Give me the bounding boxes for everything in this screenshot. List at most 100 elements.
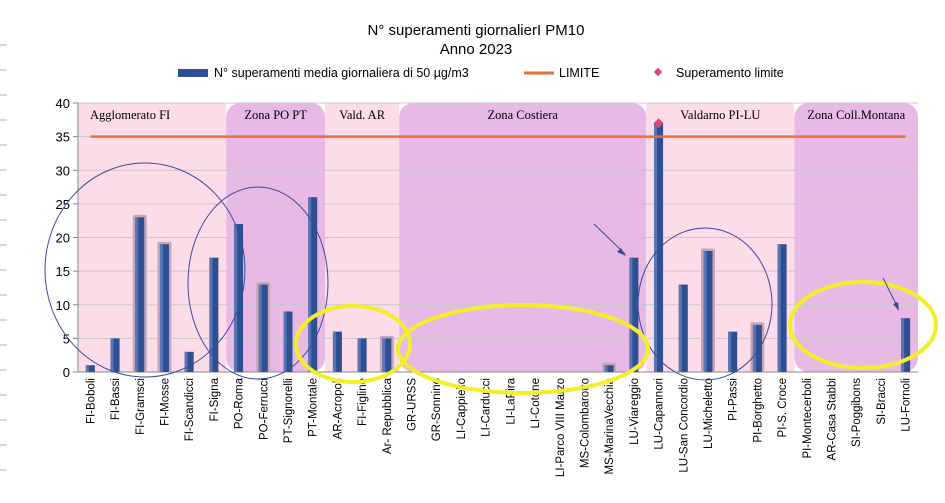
bar-7	[258, 284, 268, 372]
limit-layer	[90, 118, 906, 138]
ytick-label-2: 10	[56, 298, 70, 313]
annotation-arrowhead-fornoli	[893, 302, 899, 311]
category-label-8: PT-Signorelli	[283, 378, 295, 443]
category-label-2: FI-Gramsci	[135, 378, 147, 435]
annotation-circle-valdarno	[637, 227, 773, 381]
category-label-12: Ar- Repubblica	[382, 377, 394, 454]
category-label-13: GR-URSS	[407, 378, 419, 431]
ytick-label-5: 25	[56, 197, 70, 212]
category-label-18: LI-Cotone	[530, 378, 542, 429]
chart-title: N° superamenti giornalierI PM10	[368, 22, 585, 39]
annotation-circle-prato-pistoia	[187, 186, 329, 380]
category-label-23: LU-Capannori	[654, 378, 666, 450]
bar-8	[283, 311, 293, 372]
legend-swatch-series	[178, 69, 208, 77]
bar-highlight-22	[629, 257, 633, 372]
bars-layer	[85, 123, 911, 372]
category-label-14: GR-Sonnino	[431, 378, 443, 441]
bar-highlight-25	[703, 250, 707, 372]
bar-highlight-24	[678, 284, 682, 372]
exceedance-marker	[653, 118, 664, 129]
bar-25	[703, 250, 713, 372]
bar-highlight-3	[159, 244, 163, 372]
category-label-3: FI-Mosse	[159, 378, 171, 426]
bar-highlight-9	[308, 197, 312, 372]
bar-highlight-6	[234, 224, 238, 372]
category-label-31: SI-Poggibons	[851, 378, 863, 447]
bar-highlight-8	[283, 311, 287, 372]
bar-highlight-28	[777, 244, 781, 372]
bar-highlight-12	[382, 338, 386, 372]
category-label-24: LU-San Concordio	[678, 378, 690, 473]
category-label-28: PI-S. Croce	[777, 378, 789, 437]
bar-6	[234, 224, 244, 372]
bar-highlight-1	[110, 338, 114, 372]
annotation-highlight-coast	[396, 303, 650, 395]
annotation-highlight-arezzo	[294, 304, 412, 384]
bar-5	[209, 257, 219, 372]
bar-3	[159, 244, 169, 372]
bar-22	[629, 257, 639, 372]
ytick-label-7: 35	[56, 130, 70, 145]
category-label-15: LI-Cappiello	[456, 378, 468, 439]
category-label-11: FI-Figline	[357, 378, 369, 426]
bar-4	[184, 351, 194, 372]
category-label-22: LU-Viareggio	[629, 378, 641, 445]
legend-swatch-exceedance	[653, 67, 663, 77]
category-label-30: AR-Casa Stabbi	[827, 378, 839, 460]
legend-label-limit: LIMITE	[559, 66, 599, 80]
category-label-32: SI-Bracci	[876, 378, 888, 425]
x-axis-labels: FI-Boboli FI-Bassi FI-Gramsci FI-Mosse FI-Sc…	[85, 377, 912, 477]
zone-label-3: Zona Costiera	[487, 108, 558, 122]
zone-label-2: Vald. AR	[339, 108, 386, 122]
category-label-19: LI-Parco VIII Marzo	[555, 378, 567, 477]
category-label-17: LI-LaPira	[505, 377, 517, 424]
category-label-16: LI-Carducci	[481, 378, 493, 437]
bar-highlight-21	[604, 365, 608, 372]
annotation-highlight-hills	[788, 280, 938, 370]
bar-highlight-11	[357, 338, 361, 372]
bar-highlight-0	[85, 365, 89, 372]
zone-label-5: Zona Coll.Montana	[807, 108, 905, 122]
annotation-arrow-viareggio	[593, 223, 626, 255]
ytick-label-1: 5	[63, 331, 70, 346]
category-label-7: PO-Ferrucci	[258, 378, 270, 440]
category-label-27: PI-Borghetto	[752, 378, 764, 443]
bar-10	[332, 331, 342, 372]
bar-0	[85, 365, 95, 372]
page-edge-markers	[0, 44, 7, 471]
category-label-0: FI-Boboli	[85, 378, 97, 424]
bar-highlight-27	[752, 324, 756, 372]
ytick-label-6: 30	[56, 163, 70, 178]
zone-label-1: Zona PO PT	[244, 108, 307, 122]
bar-highlight-2	[135, 217, 139, 372]
category-label-29: PI-Montecerboli	[802, 378, 814, 459]
category-label-4: FI-Scandicci	[184, 378, 196, 441]
category-label-6: PO-Roma	[234, 377, 246, 429]
legend-label-exceedance: Superamento limite	[676, 66, 784, 80]
annotation-circle-florence	[44, 162, 246, 378]
bar-highlight-5	[209, 257, 213, 372]
chart-subtitle: Anno 2023	[440, 41, 513, 58]
bar-2	[135, 217, 145, 372]
legend: N° superamenti media giornaliera di 50 µ…	[178, 66, 784, 80]
category-label-10: AR-Acropoli	[332, 378, 344, 439]
bar-highlight-10	[332, 331, 336, 372]
ytick-label-3: 15	[56, 264, 70, 279]
bar-9	[308, 197, 318, 372]
bar-27	[752, 324, 762, 372]
category-label-33: LU-Fornoli	[901, 378, 913, 432]
category-label-5: FI-Signa	[209, 377, 221, 421]
ytick-label-8: 40	[56, 96, 70, 111]
annotation-arrowhead-viareggio	[617, 248, 626, 256]
category-label-21: MS-MarinaVecchia	[604, 377, 616, 474]
bar-highlight-4	[184, 351, 188, 372]
annotations	[44, 162, 938, 395]
category-label-26: PI-Passi	[728, 378, 740, 421]
bar-highlight-26	[728, 331, 732, 372]
y-axis-ticks: 0 5 10 15 20 25 30 35 40	[56, 96, 70, 380]
category-label-9: PT-Montale	[308, 378, 320, 437]
bar-highlight-33	[901, 318, 905, 372]
bar-12	[382, 338, 392, 372]
category-label-20: MS-Colombarotto	[579, 378, 591, 468]
